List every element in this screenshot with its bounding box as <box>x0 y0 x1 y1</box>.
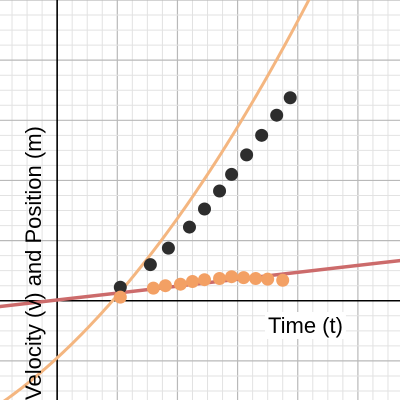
data-point-series-1 <box>240 148 254 162</box>
data-point-series-1 <box>213 184 227 198</box>
data-point-series-2 <box>173 277 187 291</box>
data-point-series-1 <box>283 91 297 105</box>
data-point-series-1 <box>143 258 157 272</box>
data-point-series-1 <box>255 128 269 142</box>
data-point-series-2 <box>237 271 251 285</box>
data-point-series-2 <box>213 271 227 285</box>
x-axis-label-background <box>265 312 346 339</box>
data-point-series-2 <box>158 279 172 293</box>
data-point-series-1 <box>198 202 212 216</box>
x-axis-label: Time (t) <box>268 313 343 338</box>
data-point-series-2 <box>113 290 127 304</box>
y-axis-label: Velocity (v) and Position (m) <box>21 126 46 400</box>
data-point-series-2 <box>276 273 290 287</box>
data-point-series-2 <box>198 273 212 287</box>
data-point-series-2 <box>146 281 160 295</box>
data-point-series-2 <box>225 270 239 284</box>
data-point-series-2 <box>261 272 275 286</box>
data-point-series-2 <box>249 271 263 285</box>
data-point-series-2 <box>185 275 199 289</box>
data-point-series-1 <box>225 167 239 181</box>
data-point-series-1 <box>182 220 196 234</box>
data-point-series-1 <box>270 108 284 122</box>
data-point-series-1 <box>161 241 175 255</box>
data-point-series-1 <box>113 280 127 294</box>
